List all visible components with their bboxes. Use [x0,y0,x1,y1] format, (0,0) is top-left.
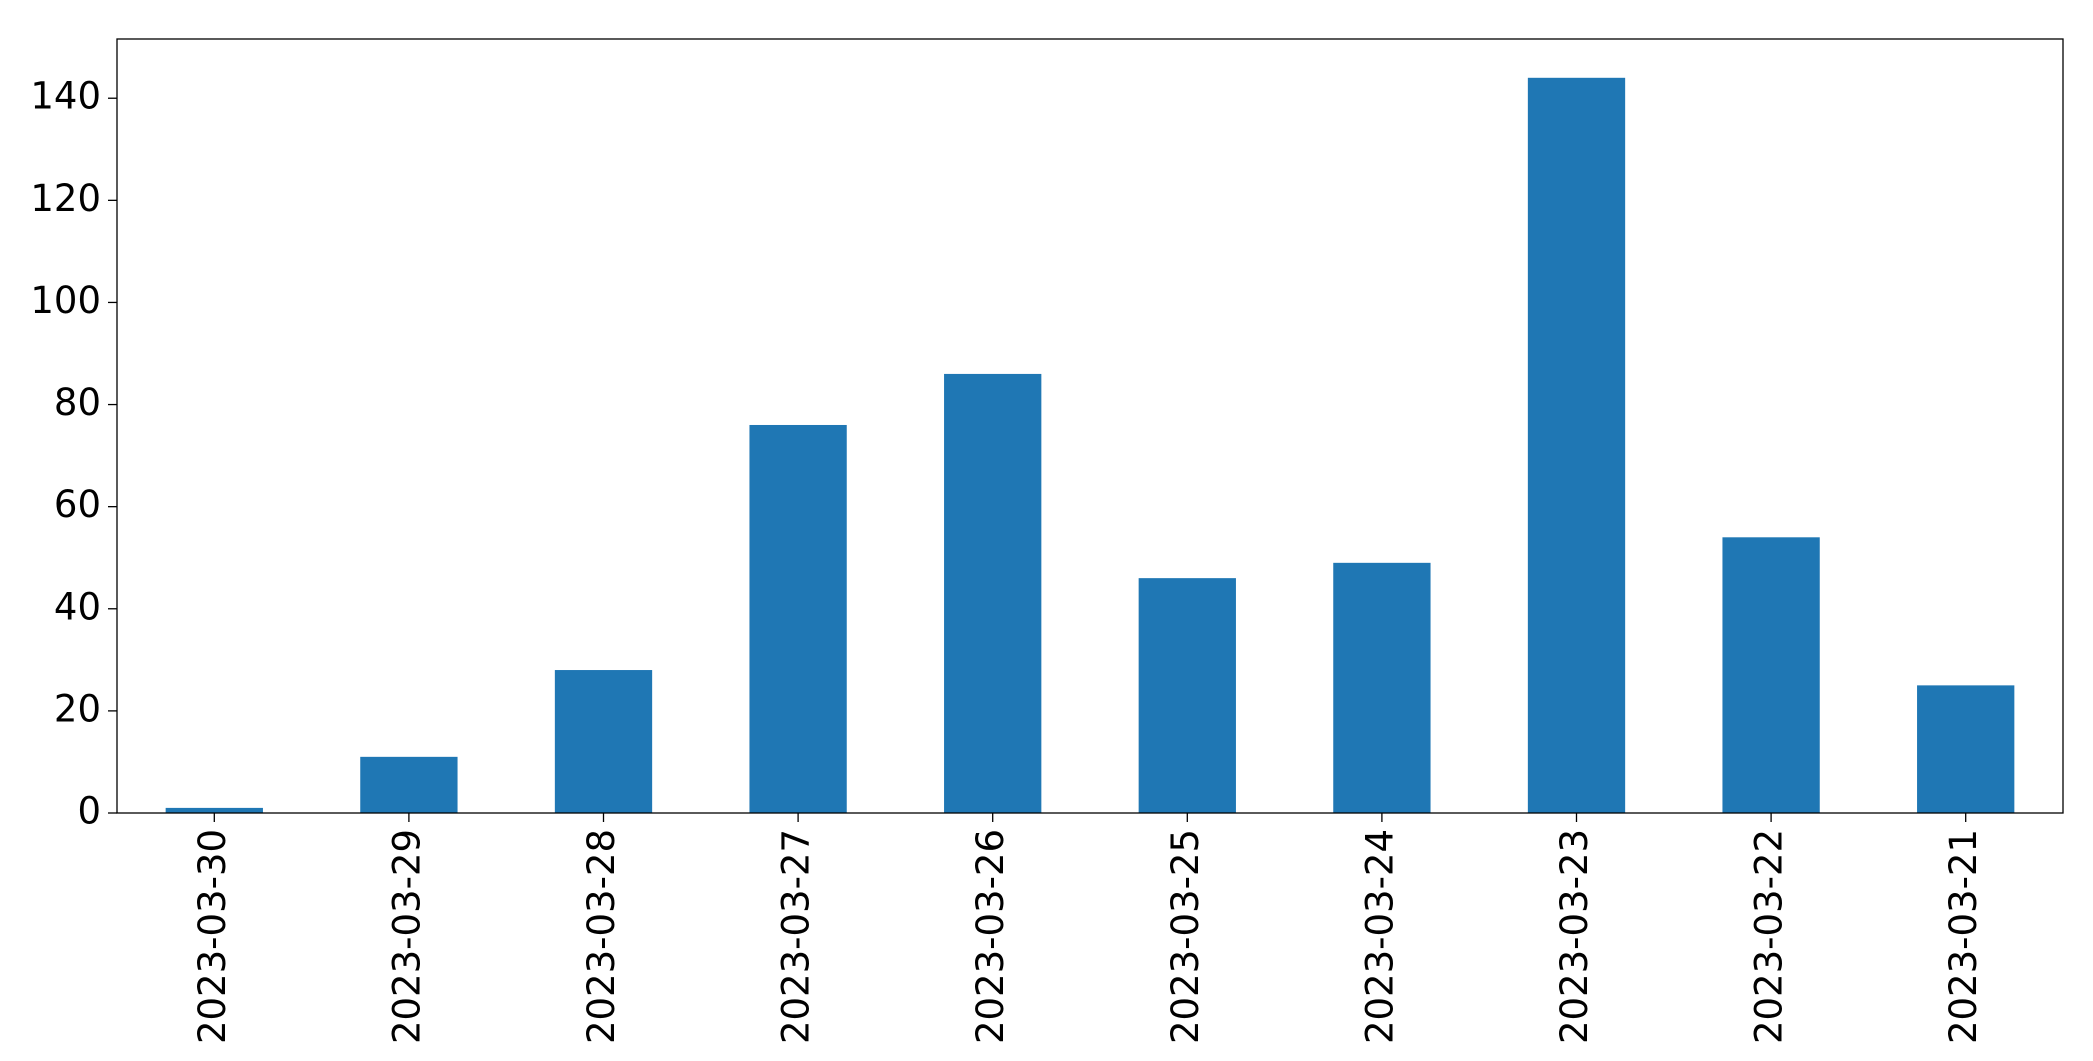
y-tick-label: 80 [54,381,101,424]
bar [554,670,653,813]
bar [749,424,847,813]
x-tick-label: 2023-03-21 [1942,829,1985,1044]
y-tick-label: 0 [77,790,101,833]
bar [1527,77,1626,813]
x-tick-label: 2023-03-23 [1553,829,1596,1044]
x-tick-label: 2023-03-24 [1358,829,1401,1044]
bar [944,373,1042,813]
plot-frame [116,38,2064,814]
bar [165,807,263,813]
y-tick-label: 20 [54,687,101,730]
bar [1333,562,1431,813]
bar [1722,537,1820,813]
y-tick-label: 40 [54,585,101,628]
x-tick-label: 2023-03-26 [969,829,1012,1044]
x-tick-label: 2023-03-29 [385,829,428,1044]
y-tick-label: 100 [30,279,101,322]
x-tick-label: 2023-03-30 [191,829,234,1044]
y-tick-label: 140 [30,75,101,118]
x-tick-label: 2023-03-27 [775,829,818,1044]
x-tick-label: 2023-03-25 [1164,829,1207,1044]
y-tick-label: 60 [54,483,101,526]
y-tick-label: 120 [30,177,101,220]
bar [1917,685,2015,813]
bar [360,756,458,813]
x-tick-label: 2023-03-22 [1748,829,1791,1044]
x-tick-label: 2023-03-28 [580,829,623,1044]
bar [1138,578,1236,813]
